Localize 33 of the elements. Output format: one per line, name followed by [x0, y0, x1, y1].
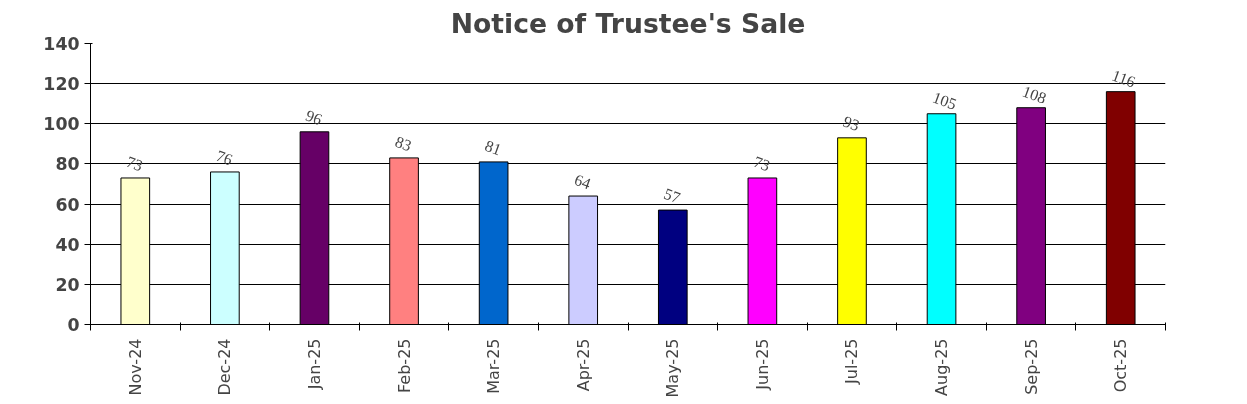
data-label: 64: [572, 170, 594, 193]
x-tick-label: Jun-25: [752, 338, 772, 391]
x-tick-label: Dec-24: [215, 338, 235, 396]
x-tick-label: Oct-25: [1111, 338, 1131, 393]
data-label: 76: [213, 146, 235, 169]
y-tick-label: 60: [55, 194, 80, 215]
x-tick-label: Jul-25: [842, 338, 862, 385]
data-label: 96: [303, 106, 325, 129]
x-tick-label: Apr-25: [573, 338, 593, 392]
data-label: 73: [124, 152, 146, 175]
data-label: 73: [751, 152, 773, 175]
chart-title: Notice of Trustee's Sale: [450, 7, 806, 39]
data-label: 57: [661, 184, 683, 207]
y-tick-label: 140: [43, 34, 80, 54]
x-tick-label: Jan-25: [304, 338, 324, 391]
data-label: 116: [1109, 66, 1138, 91]
x-tick-label: Feb-25: [394, 338, 414, 393]
data-label: 105: [930, 88, 959, 113]
x-tick-label: Nov-24: [125, 338, 145, 396]
x-tick-label: Sep-25: [1021, 338, 1041, 395]
x-tick-label: May-25: [663, 338, 683, 398]
y-tick-label: 40: [55, 234, 80, 255]
data-label: 81: [482, 136, 504, 159]
x-tick-label: Aug-25: [932, 338, 952, 396]
y-tick-label: 80: [55, 154, 80, 175]
y-tick-label: 20: [55, 274, 80, 295]
y-tick-label: 0: [67, 315, 80, 335]
y-tick-label: 120: [43, 74, 80, 95]
data-label: 93: [840, 112, 862, 135]
y-tick-label: 100: [43, 114, 80, 135]
data-label: 108: [1020, 82, 1049, 107]
x-tick-label: Mar-25: [484, 338, 504, 394]
data-label: 83: [393, 132, 414, 155]
